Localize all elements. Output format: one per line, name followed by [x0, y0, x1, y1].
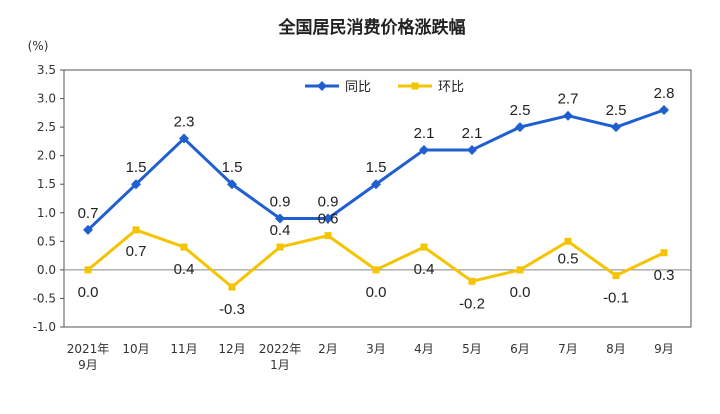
data-point-marker: [371, 179, 381, 190]
data-label-mom: 0.3: [654, 267, 675, 284]
x-tick-label: 2022年: [259, 342, 302, 356]
legend-label: 环比: [438, 80, 464, 95]
data-point-marker: [564, 237, 572, 245]
data-point-marker: [515, 122, 525, 133]
data-label-yoy: 2.8: [654, 85, 675, 102]
data-point-marker: [516, 266, 524, 274]
y-tick-label: 0.5: [37, 234, 56, 248]
data-label-yoy: 0.9: [318, 193, 339, 210]
data-label-mom: 0.5: [558, 250, 579, 267]
data-point-marker: [132, 226, 140, 234]
data-label-yoy: 1.5: [366, 159, 387, 176]
y-tick-label: 2.5: [37, 120, 56, 134]
data-point-marker: [323, 213, 333, 224]
x-tick-label: 2月: [318, 342, 338, 356]
y-tick-label: 1.0: [37, 206, 56, 220]
x-tick-label: 9月: [654, 342, 674, 356]
data-point-marker: [83, 224, 93, 235]
data-point-marker: [372, 266, 380, 274]
data-label-yoy: 2.7: [558, 91, 579, 108]
data-point-marker: [84, 266, 92, 274]
y-tick-label: 0.0: [37, 263, 56, 277]
x-tick-label: 8月: [606, 342, 626, 356]
data-label-mom: 0.0: [78, 284, 99, 301]
data-label-mom: -0.2: [459, 295, 485, 312]
y-tick-label: -0.5: [33, 291, 56, 305]
data-point-marker: [563, 110, 573, 121]
data-point-marker: [131, 179, 141, 190]
x-tick-label: 7月: [558, 342, 578, 356]
data-label-mom: -0.1: [603, 290, 629, 307]
data-point-marker: [612, 272, 620, 280]
y-axis-unit: (%): [28, 39, 49, 53]
data-point-marker: [228, 283, 236, 291]
data-label-mom: 0.6: [318, 211, 339, 228]
data-point-marker: [180, 243, 188, 251]
y-tick-label: 3.5: [37, 63, 56, 77]
x-tick-label: 1月: [270, 358, 290, 372]
data-label-mom: 0.0: [510, 284, 531, 301]
data-label-yoy: 0.9: [270, 193, 291, 210]
data-point-marker: [467, 144, 477, 155]
data-label-mom: 0.4: [270, 222, 291, 239]
data-point-marker: [276, 243, 284, 251]
data-label-mom: -0.3: [219, 301, 245, 318]
x-tick-label: 6月: [510, 342, 530, 356]
data-point-marker: [275, 213, 285, 224]
data-label-yoy: 1.5: [126, 159, 147, 176]
data-label-yoy: 2.5: [606, 102, 627, 119]
x-tick-label: 2021年: [67, 342, 110, 356]
data-label-mom: 0.4: [414, 261, 435, 278]
data-label-yoy: 2.1: [462, 125, 483, 142]
data-point-marker: [420, 243, 428, 251]
data-label-yoy: 2.1: [414, 125, 435, 142]
x-tick-label: 11月: [170, 342, 197, 356]
legend: 同比 环比: [305, 80, 464, 95]
data-point-marker: [227, 179, 237, 190]
x-tick-label: 3月: [366, 342, 386, 356]
legend-marker: [317, 81, 327, 91]
y-tick-label: 2.0: [37, 149, 56, 163]
legend-label: 同比: [345, 80, 371, 95]
data-label-mom: 0.4: [174, 261, 195, 278]
legend-marker: [411, 82, 419, 90]
x-tick-label: 12月: [218, 342, 245, 356]
data-label-yoy: 0.7: [78, 205, 99, 222]
data-point-marker: [324, 232, 332, 240]
x-tick-label: 10月: [122, 342, 149, 356]
data-point-marker: [611, 122, 621, 133]
data-label-yoy: 1.5: [222, 159, 243, 176]
y-axis: -1.0 -0.5 0.0 0.5 1.0 1.5 2.0 2.5 3.0 3.5: [33, 63, 64, 334]
data-label-mom: 0.0: [366, 284, 387, 301]
plot-area: [63, 69, 692, 328]
y-tick-label: 3.0: [37, 92, 56, 106]
data-label-yoy: 2.5: [510, 102, 531, 119]
x-axis: 2021年 9月 10月 11月 12月 2022年 1月 2月 3月 4月 5月 6月 7月 8月 9月: [67, 342, 674, 372]
data-point-marker: [468, 277, 476, 285]
x-tick-label: 9月: [78, 358, 98, 372]
data-label-mom: 0.7: [126, 243, 147, 260]
chart-title: 全国居民消费价格涨跌幅: [278, 17, 466, 38]
y-tick-label: -1.0: [33, 320, 56, 334]
y-tick-label: 1.5: [37, 177, 56, 191]
data-label-yoy: 2.3: [174, 114, 195, 131]
x-tick-label: 5月: [462, 342, 482, 356]
data-point-marker: [419, 144, 429, 155]
data-point-marker: [179, 133, 189, 144]
data-point-marker: [659, 104, 669, 115]
data-point-marker: [660, 249, 668, 257]
x-tick-label: 4月: [414, 342, 434, 356]
